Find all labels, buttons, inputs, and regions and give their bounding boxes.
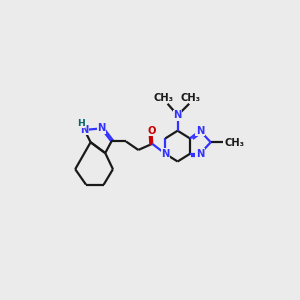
Text: H: H xyxy=(77,118,85,127)
Text: CH₃: CH₃ xyxy=(154,93,174,103)
Text: N: N xyxy=(80,125,88,135)
Text: N: N xyxy=(196,126,204,136)
Text: O: O xyxy=(147,126,156,136)
Text: N: N xyxy=(173,110,182,120)
Text: N: N xyxy=(161,149,170,159)
Text: CH₃: CH₃ xyxy=(225,138,244,148)
Text: N: N xyxy=(196,149,204,159)
Text: CH₃: CH₃ xyxy=(181,93,201,103)
Text: N: N xyxy=(97,123,106,134)
